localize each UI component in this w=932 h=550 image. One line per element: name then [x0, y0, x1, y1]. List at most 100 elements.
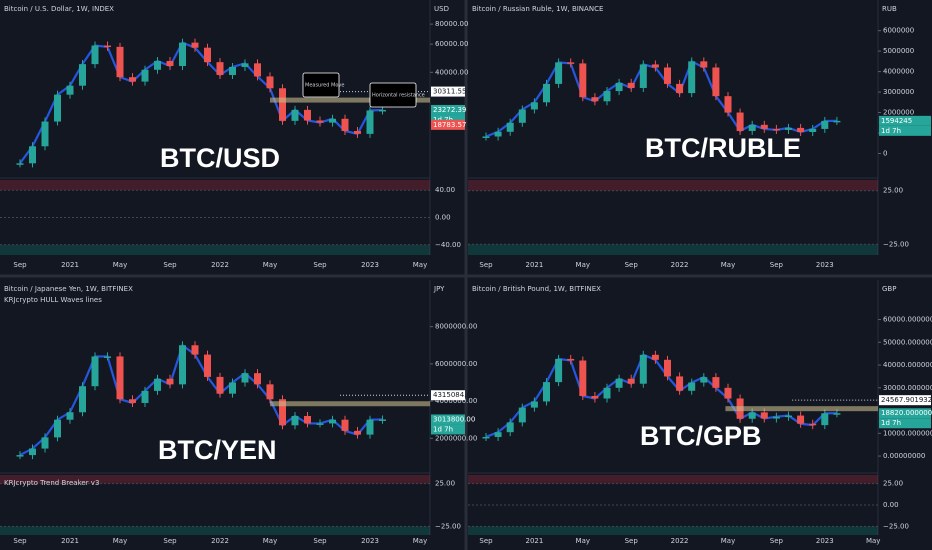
osc-tick-label: 0.00 [883, 501, 899, 509]
x-tick-label: May [866, 537, 880, 545]
candle [216, 376, 224, 394]
x-tick-label: Sep [163, 261, 177, 269]
x-tick-label: Sep [313, 261, 327, 269]
price-label-box [431, 119, 465, 130]
y-tick-label: 2000000.00 [435, 434, 477, 442]
candle [341, 118, 349, 131]
candle [603, 91, 611, 102]
chart-title: Bitcoin / Russian Ruble, 1W, BINANCE [472, 5, 603, 13]
y-tick-label: 50000.00000000 [883, 338, 932, 346]
y-tick-label: 6000000 [883, 27, 914, 35]
candle [603, 387, 611, 399]
candle [518, 407, 526, 423]
candle [366, 110, 374, 134]
pair-label: BTC/YEN [158, 435, 277, 465]
candle [797, 415, 805, 424]
candle [179, 345, 186, 385]
x-tick-label: May [721, 261, 735, 269]
axis-unit: USD [434, 5, 449, 13]
x-tick-label: 2023 [816, 261, 834, 269]
candle [129, 77, 136, 82]
candle [518, 109, 526, 123]
candle [154, 60, 161, 70]
x-tick-label: Sep [770, 261, 784, 269]
candle [341, 419, 349, 431]
candle [543, 382, 550, 402]
chart-title: Bitcoin / Japanese Yen, 1W, BITFINEX [4, 285, 133, 293]
candle [591, 396, 599, 399]
candle [166, 60, 174, 67]
candle [639, 64, 647, 88]
candle [615, 378, 623, 388]
x-tick-label: 2022 [211, 537, 229, 545]
x-tick-label: Sep [625, 261, 639, 269]
candle [191, 345, 199, 355]
candle [482, 136, 490, 138]
candle [772, 416, 780, 419]
candle [129, 399, 136, 403]
countdown-box [879, 125, 931, 136]
x-tick-label: 2022 [671, 261, 689, 269]
candle [760, 124, 768, 129]
candle [639, 354, 647, 384]
price-label: 18783.57 [433, 121, 466, 129]
candle [821, 413, 829, 426]
indicator-label: KRJcrypto Trend Breaker v3 [4, 479, 99, 487]
y-tick-label: 10000.00000000 [883, 429, 932, 437]
osc-tick-label: −25.00 [435, 522, 461, 530]
y-tick-label: 40000.00 [435, 68, 468, 76]
candle [104, 356, 111, 358]
candle [379, 419, 386, 421]
x-tick-label: 2021 [525, 261, 543, 269]
x-tick-label: Sep [163, 537, 177, 545]
osc-tick-label: 25.00 [883, 480, 903, 488]
candle [688, 382, 696, 391]
candle [724, 96, 732, 113]
candle [141, 69, 149, 82]
annotation: Horizontal resistance [372, 93, 425, 99]
price-label: 4315084.85 [433, 391, 475, 399]
price-label: 18820.00000000 [881, 409, 932, 417]
chart-title: Bitcoin / U.S. Dollar, 1W, INDEX [4, 5, 114, 13]
candle [141, 390, 149, 403]
candle [116, 356, 124, 400]
candle [567, 358, 575, 361]
annotation-box [302, 72, 340, 98]
axis-unit: JPY [433, 285, 445, 293]
overbought-zone [0, 180, 430, 191]
candle [191, 42, 199, 48]
price-label: 1594245 [881, 117, 912, 125]
y-tick-label: 4000000 [883, 68, 914, 76]
candle [555, 358, 563, 383]
candle [748, 124, 756, 131]
candle [254, 63, 261, 77]
candle [724, 387, 732, 399]
candle [809, 423, 817, 426]
price-label-box [431, 390, 465, 401]
candle [366, 419, 374, 435]
candle [279, 88, 286, 121]
pair-label: BTC/RUBLE [645, 133, 801, 163]
candle [316, 423, 324, 425]
candle [79, 386, 86, 413]
osc-tick-label: 25.00 [883, 187, 903, 195]
price-label-box [431, 86, 465, 97]
price-label: 30311.55 [433, 88, 466, 96]
resistance-band [270, 97, 430, 103]
candle [797, 127, 805, 132]
x-tick-label: 2021 [61, 537, 79, 545]
x-tick-label: Sep [479, 537, 493, 545]
candle [66, 85, 74, 95]
candle [16, 163, 24, 165]
price-label: 24567.90193202 [881, 396, 932, 404]
candle [241, 373, 249, 383]
candle [494, 131, 502, 137]
candle [179, 42, 186, 67]
candle [329, 118, 336, 123]
candle [279, 399, 286, 426]
candle [591, 97, 599, 102]
countdown-box [431, 424, 465, 435]
osc-tick-label: −25.00 [883, 240, 909, 248]
y-tick-label: 2000000 [883, 109, 914, 117]
countdown: 1d 7h [881, 419, 901, 427]
